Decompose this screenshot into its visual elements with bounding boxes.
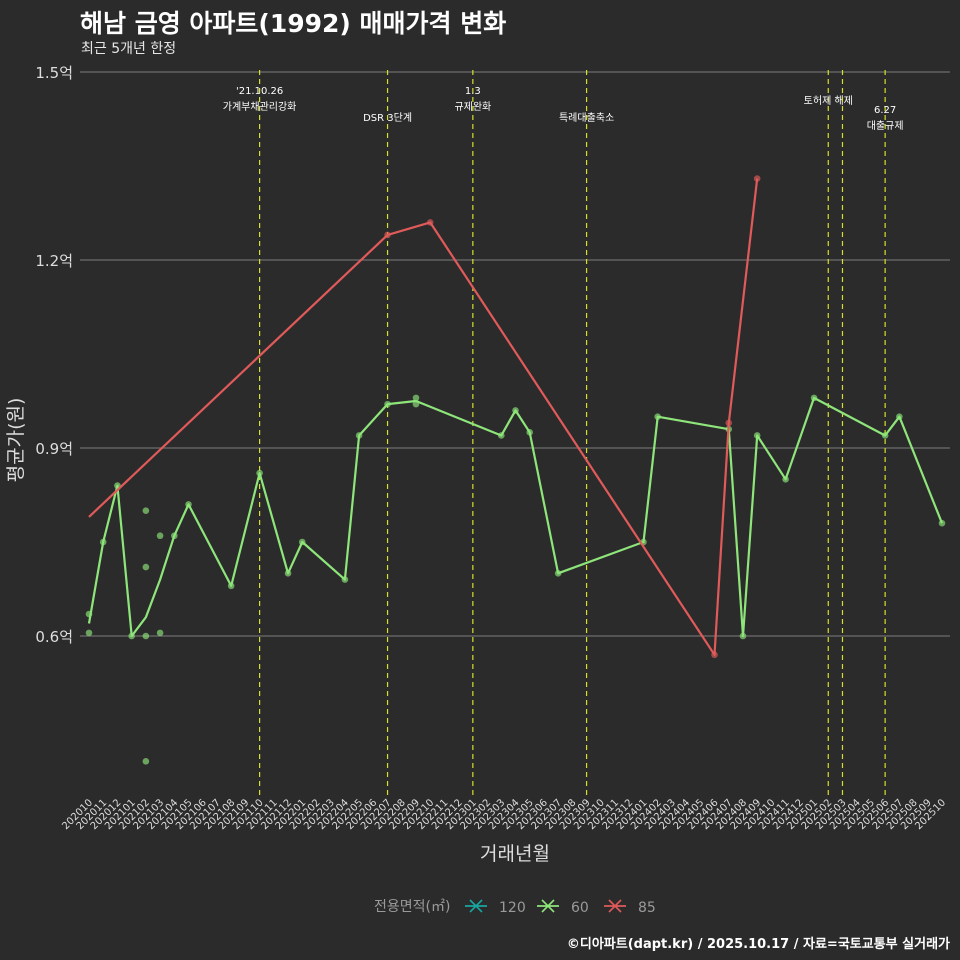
data-point-60 (156, 629, 164, 637)
y-tick-label: 1.5억 (35, 64, 73, 82)
legend-swatch-cross (608, 899, 622, 913)
data-point-60 (753, 432, 761, 439)
legend-title: 전용면적(㎡) (374, 899, 450, 915)
series-layer (85, 175, 946, 765)
data-point-60 (526, 429, 534, 436)
data-point-60 (142, 632, 150, 640)
series-line-60 (87, 396, 944, 638)
legend-label: 60 (571, 900, 589, 916)
data-point-60 (128, 632, 135, 640)
data-point-60 (341, 576, 349, 583)
x-axis-label: 거래년월 (480, 843, 550, 865)
data-point-60 (256, 469, 263, 477)
data-point-60 (156, 532, 164, 540)
data-point-60 (896, 413, 903, 420)
data-point-60 (85, 610, 93, 618)
data-point-60 (654, 413, 661, 420)
data-point-60 (355, 432, 363, 439)
legend-swatch-cross (469, 899, 483, 913)
event-label: 특례대출축소 (559, 112, 614, 124)
y-tick-label: 1.2억 (35, 252, 73, 270)
event-label: 규제완화 (454, 101, 491, 113)
data-point-60 (512, 407, 519, 414)
legend-label: 85 (638, 900, 656, 916)
data-point-60 (412, 394, 420, 402)
y-tick-label: 0.9억 (35, 440, 73, 458)
event-label: '21.10.26 (236, 86, 283, 97)
source-caption: ©디아파트(dapt.kr) / 2025.10.17 / 자료=국토교통부 실… (566, 937, 950, 952)
data-point-60 (412, 400, 420, 408)
event-label: 1.3 (465, 86, 481, 97)
data-point-60 (739, 632, 747, 640)
event-label: 토허제 해제 (804, 94, 853, 107)
event-label: 6.27 (874, 105, 896, 116)
data-point-60 (284, 570, 292, 577)
data-point-60 (99, 538, 107, 546)
data-point-60 (554, 570, 562, 577)
data-point-60 (171, 532, 178, 540)
x-tick-labels: 2020102020112020122021012021022021032021… (60, 797, 948, 832)
data-point-85 (725, 419, 733, 427)
data-point-60 (881, 432, 889, 439)
data-point-85 (426, 219, 434, 226)
data-point-60 (298, 538, 306, 546)
legend-label: 120 (499, 900, 526, 916)
event-label: 가계부채관리강화 (223, 101, 297, 113)
event-label: DSR 3단계 (363, 112, 412, 124)
data-point-60 (142, 563, 150, 571)
legend-swatch-cross (541, 899, 555, 913)
y-axis-label: 평균가(원) (5, 398, 27, 483)
series-line-85 (88, 178, 759, 656)
chart-subtitle: 최근 5개년 한정 (81, 41, 177, 57)
data-point-85 (384, 231, 391, 239)
data-point-60 (810, 394, 818, 402)
data-point-60 (782, 476, 789, 483)
data-point-60 (227, 582, 235, 590)
data-point-60 (142, 758, 150, 765)
legend: 전용면적(㎡) 120 60 85 (374, 899, 656, 916)
y-tick-label: 0.6억 (35, 628, 73, 646)
chart-title: 해남 금영 아파트(1992) 매매가격 변화 (80, 9, 507, 38)
data-point-85 (753, 175, 761, 182)
data-point-60 (185, 501, 192, 508)
data-point-60 (938, 519, 946, 527)
data-point-60 (85, 629, 93, 637)
data-point-85 (711, 651, 718, 659)
data-point-60 (384, 400, 391, 408)
data-point-60 (497, 432, 505, 439)
data-point-60 (142, 507, 150, 514)
event-label: 대출규제 (867, 120, 904, 132)
grid-layer: 0.6억 0.9억 1.2억 1.5억 (35, 64, 950, 646)
